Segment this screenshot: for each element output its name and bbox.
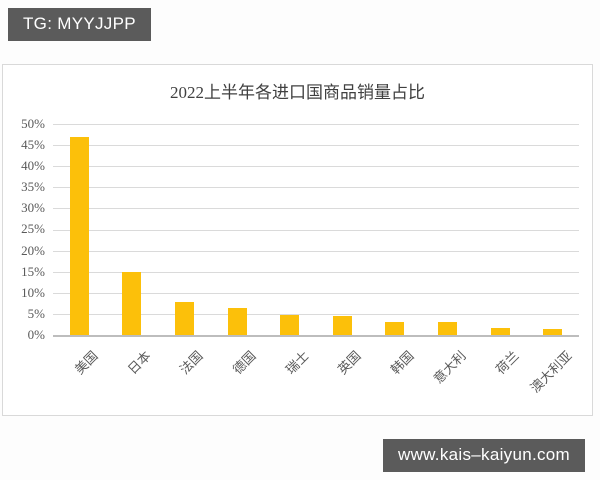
bar-瑞士 bbox=[280, 315, 300, 335]
bar-slot bbox=[106, 124, 159, 335]
y-tick-label: 10% bbox=[21, 284, 45, 300]
chart-card: 2022上半年各进口国商品销量占比 50% 45% 40% 35% 30% 25% 20% 1… bbox=[2, 64, 593, 416]
bar-slot bbox=[421, 124, 474, 335]
x-slot: 美国 bbox=[53, 339, 106, 413]
gridline bbox=[53, 229, 579, 231]
bar-美国 bbox=[69, 136, 89, 335]
gridline bbox=[53, 208, 579, 210]
tg-badge-text: TG: MYYJJPP bbox=[23, 14, 136, 33]
y-axis: 50% 45% 40% 35% 30% 25% 20% 15% 10% 5% 0% bbox=[3, 117, 45, 342]
y-tick-label: 35% bbox=[21, 179, 45, 195]
y-tick-label: 40% bbox=[21, 158, 45, 174]
x-tick-label: 瑞士 bbox=[282, 348, 312, 378]
bar-slot bbox=[263, 124, 316, 335]
gridline bbox=[53, 250, 579, 252]
bar-澳大利亚 bbox=[543, 329, 563, 335]
gridline bbox=[53, 271, 579, 273]
bar-slot bbox=[474, 124, 527, 335]
y-tick-label: 50% bbox=[21, 116, 45, 131]
y-tick-label: 5% bbox=[27, 305, 45, 321]
gridline bbox=[53, 292, 579, 294]
x-slot: 法国 bbox=[158, 339, 211, 413]
gridline bbox=[53, 124, 579, 125]
x-tick-label: 荷兰 bbox=[492, 348, 522, 378]
watermark-text: www.kais–kaiyun.com bbox=[398, 445, 570, 464]
bar-日本 bbox=[122, 271, 142, 335]
bar-荷兰 bbox=[490, 328, 510, 335]
x-slot: 英国 bbox=[316, 339, 369, 413]
bar-slot bbox=[211, 124, 264, 335]
x-tick-label: 韩国 bbox=[387, 348, 417, 378]
x-tick-label: 英国 bbox=[334, 348, 364, 378]
bar-slot bbox=[526, 124, 579, 335]
gridline bbox=[53, 145, 579, 147]
x-tick-label: 美国 bbox=[72, 348, 102, 378]
x-axis: 美国 日本 法国 德国 瑞士 英国 韩国 意大利 荷兰 澳大利亚 bbox=[53, 339, 579, 413]
x-slot: 韩国 bbox=[369, 339, 422, 413]
y-tick-label: 45% bbox=[21, 137, 45, 153]
x-slot: 荷兰 bbox=[474, 339, 527, 413]
x-slot: 日本 bbox=[106, 339, 159, 413]
gridline bbox=[53, 166, 579, 168]
x-slot: 瑞士 bbox=[263, 339, 316, 413]
bar-slot bbox=[316, 124, 369, 335]
plot-area bbox=[53, 124, 579, 337]
watermark-badge: www.kais–kaiyun.com bbox=[383, 439, 585, 472]
gridline bbox=[53, 313, 579, 315]
bar-slot bbox=[53, 124, 106, 335]
bar-英国 bbox=[332, 316, 352, 335]
y-tick-label: 0% bbox=[27, 326, 45, 342]
y-tick-label: 15% bbox=[21, 263, 45, 279]
y-tick-label: 30% bbox=[21, 200, 45, 216]
x-slot: 德国 bbox=[211, 339, 264, 413]
y-tick-label: 25% bbox=[21, 221, 45, 237]
x-tick-label: 法国 bbox=[177, 348, 207, 378]
x-slot: 澳大利亚 bbox=[526, 339, 579, 413]
x-tick-label: 日本 bbox=[124, 348, 154, 378]
bar-slot bbox=[369, 124, 422, 335]
bar-韩国 bbox=[385, 321, 405, 335]
bar-意大利 bbox=[437, 322, 457, 335]
chart-title: 2022上半年各进口国商品销量占比 bbox=[170, 83, 425, 102]
bar-slot bbox=[158, 124, 211, 335]
x-tick-label: 澳大利亚 bbox=[526, 348, 575, 396]
bar-series bbox=[53, 124, 579, 335]
x-tick-label: 德国 bbox=[229, 348, 259, 378]
y-tick-label: 20% bbox=[21, 242, 45, 258]
x-slot: 意大利 bbox=[421, 339, 474, 413]
tg-badge: TG: MYYJJPP bbox=[8, 8, 151, 41]
x-tick-label: 意大利 bbox=[430, 348, 470, 387]
gridline bbox=[53, 187, 579, 189]
bar-德国 bbox=[227, 308, 247, 335]
bar-法国 bbox=[174, 301, 194, 335]
